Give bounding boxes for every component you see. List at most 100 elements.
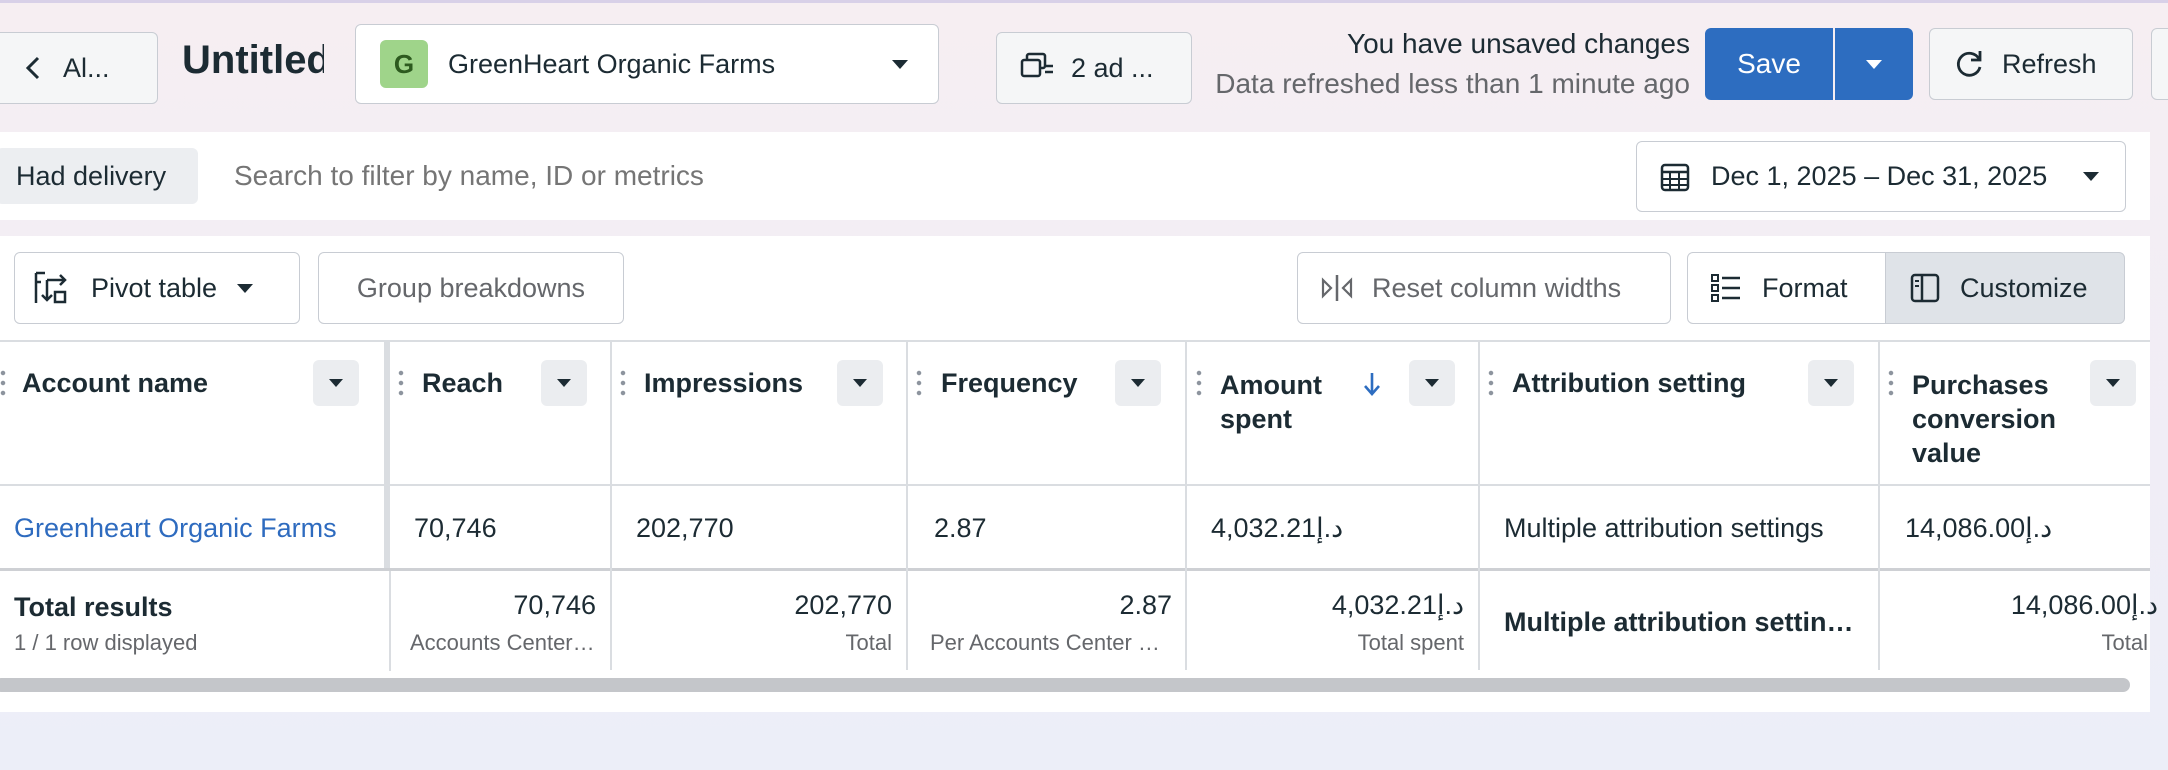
- amount-spent-cell: 4,032.21د.إ: [1211, 513, 1344, 543]
- refresh-label: Refresh: [2002, 48, 2097, 79]
- refresh-button[interactable]: Refresh: [1929, 28, 2133, 100]
- data-refreshed-text: Data refreshed less than 1 minute ago: [1215, 68, 1690, 99]
- reset-column-widths-label: Reset column widths: [1372, 272, 1622, 303]
- chevron-down-icon: [557, 379, 571, 387]
- total-frequency: 2.87: [1119, 590, 1172, 620]
- customize-label: Customize: [1960, 272, 2088, 303]
- total-frequency-note: Per Accounts Center account: [930, 630, 1172, 655]
- column-drag-handle[interactable]: [1488, 368, 1494, 398]
- attribution-setting-cell: Multiple attribution settings: [1504, 513, 1824, 543]
- column-drag-handle[interactable]: [620, 368, 626, 398]
- date-range-picker[interactable]: Dec 1, 2025 – Dec 31, 2025: [1636, 141, 2126, 212]
- frozen-column-divider-totals: [389, 571, 391, 671]
- search-input[interactable]: [222, 150, 1122, 202]
- save-button[interactable]: Save: [1705, 28, 1833, 100]
- back-label: Al...: [63, 52, 110, 83]
- date-range-label: Dec 1, 2025 – Dec 31, 2025: [1711, 161, 2048, 191]
- format-icon: [1711, 274, 1740, 302]
- ads-selector[interactable]: 2 ad ...: [996, 32, 1192, 104]
- column-divider: [906, 342, 908, 670]
- column-drag-handle[interactable]: [398, 368, 404, 398]
- pivot-table-button[interactable]: Pivot table: [14, 252, 300, 324]
- column-menu-button[interactable]: [1115, 360, 1161, 406]
- column-divider: [1478, 342, 1480, 670]
- header-top-line: [0, 340, 2150, 342]
- frequency-cell: 2.87: [934, 513, 987, 543]
- format-button[interactable]: Format: [1687, 252, 1887, 324]
- column-header-purchases-conversion-value[interactable]: Purchases conversion value: [1912, 370, 2057, 468]
- group-breakdowns-button[interactable]: Group breakdowns: [318, 252, 624, 324]
- account-name-link[interactable]: Greenheart Organic Farms: [14, 513, 337, 543]
- back-button[interactable]: Al...: [0, 32, 158, 104]
- total-attribution-setting: Multiple attribution settings: [1504, 607, 1854, 637]
- rows-displayed-text: 1 / 1 row displayed: [14, 630, 198, 655]
- total-purchases-conversion-value-note: Total: [2101, 630, 2148, 655]
- column-divider: [610, 342, 612, 670]
- refresh-icon: [1956, 51, 1982, 77]
- column-menu-button[interactable]: [2090, 360, 2136, 406]
- calendar-icon: [1660, 163, 1690, 191]
- column-header-frequency[interactable]: Frequency: [941, 368, 1078, 398]
- column-header-account-name[interactable]: Account name: [22, 368, 209, 398]
- column-divider: [1185, 342, 1187, 670]
- chevron-down-icon: [2083, 172, 2099, 181]
- column-menu-button[interactable]: [837, 360, 883, 406]
- ads-label: 2 ad ...: [1071, 52, 1154, 83]
- chevron-left-icon: [25, 56, 40, 80]
- column-drag-handle[interactable]: [1888, 368, 1894, 398]
- column-header-attribution-setting[interactable]: Attribution setting: [1512, 368, 1746, 398]
- save-options-button[interactable]: [1835, 28, 1913, 100]
- total-reach: 70,746: [513, 590, 596, 620]
- chevron-down-icon: [1824, 379, 1838, 387]
- impressions-cell: 202,770: [636, 513, 734, 543]
- unsaved-changes-text: You have unsaved changes: [1346, 28, 1690, 59]
- sort-descending-icon[interactable]: [1362, 370, 1382, 398]
- column-drag-handle[interactable]: [0, 368, 6, 398]
- column-menu-button[interactable]: [1409, 360, 1455, 406]
- chevron-down-icon: [329, 379, 343, 387]
- chevron-down-icon: [1866, 59, 1882, 69]
- frozen-column-divider: [384, 342, 390, 568]
- account-selector[interactable]: G GreenHeart Organic Farms: [355, 24, 939, 104]
- top-border: [0, 0, 2168, 3]
- column-resize-icon: [1321, 275, 1353, 301]
- column-menu-button[interactable]: [541, 360, 587, 406]
- chevron-down-icon: [892, 59, 908, 69]
- total-impressions: 202,770: [794, 590, 892, 620]
- chevron-down-icon: [1131, 379, 1145, 387]
- reset-column-widths-button[interactable]: Reset column widths: [1297, 252, 1671, 324]
- account-avatar: G: [380, 40, 428, 88]
- pivot-table-label: Pivot table: [91, 272, 218, 303]
- chevron-down-icon: [237, 283, 254, 293]
- reach-cell: 70,746: [414, 513, 497, 543]
- total-results-title: Total results: [14, 592, 173, 622]
- format-label: Format: [1762, 272, 1848, 303]
- had-delivery-chip[interactable]: Had delivery: [0, 148, 198, 204]
- column-header-impressions[interactable]: Impressions: [644, 368, 804, 398]
- header-bottom-line: [0, 484, 2150, 486]
- total-amount-spent: 4,032.21د.إ: [1331, 590, 1464, 620]
- total-reach-note: Accounts Center accounts: [410, 630, 596, 655]
- column-drag-handle[interactable]: [1196, 368, 1202, 398]
- report-title[interactable]: Untitled: [182, 38, 324, 82]
- total-impressions-note: Total: [845, 630, 892, 655]
- column-menu-button[interactable]: [313, 360, 359, 406]
- chevron-down-icon: [853, 379, 867, 387]
- column-drag-handle[interactable]: [916, 368, 922, 398]
- account-name: GreenHeart Organic Farms: [448, 48, 776, 79]
- column-header-amount-spent[interactable]: Amount spent: [1220, 370, 1322, 434]
- panel-icon: [1910, 273, 1940, 303]
- purchases-conversion-value-cell: 14,086.00د.إ: [1905, 513, 2053, 543]
- column-menu-button[interactable]: [1808, 360, 1854, 406]
- totals-top-line: [0, 568, 2150, 571]
- total-amount-spent-note: Total spent: [1357, 630, 1464, 655]
- column-divider: [1878, 342, 1880, 670]
- chevron-down-icon: [1425, 379, 1439, 387]
- horizontal-scrollbar[interactable]: [0, 678, 2130, 692]
- customize-button[interactable]: Customize: [1885, 252, 2125, 324]
- ads-stack-icon: [1020, 52, 1053, 78]
- pivot-icon: [34, 271, 67, 304]
- column-header-reach[interactable]: Reach: [422, 368, 504, 398]
- more-button[interactable]: [2151, 28, 2168, 100]
- chevron-down-icon: [2106, 379, 2120, 387]
